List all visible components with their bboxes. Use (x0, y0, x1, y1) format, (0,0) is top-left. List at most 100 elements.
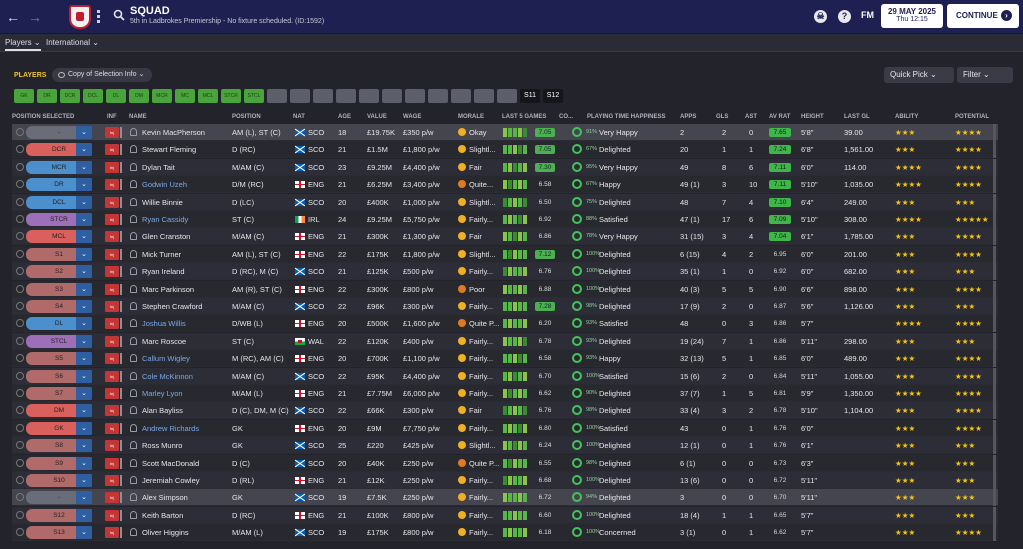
player-name[interactable]: Kevin MacPherson (142, 128, 205, 137)
position-dropdown-icon[interactable]: ⌄ (76, 508, 92, 522)
table-row[interactable]: S9 ⌄ Inj Scott MacDonald D (C) SCO 20 £40K £250 … (12, 454, 998, 472)
skull-icon[interactable]: ☠ (814, 10, 827, 23)
position-selected[interactable]: MCR (26, 160, 92, 174)
position-chip[interactable]: GK (14, 89, 34, 103)
info-badge[interactable]: Inj (105, 509, 119, 521)
player-name[interactable]: Alan Bayliss (142, 406, 183, 416)
column-header[interactable]: INF (107, 114, 117, 120)
row-checkbox[interactable] (16, 267, 24, 276)
position-dropdown-icon[interactable]: ⌄ (76, 387, 92, 400)
position-selected[interactable]: DCR (26, 143, 92, 157)
info-badge[interactable]: Inj (105, 214, 119, 225)
position-selected[interactable]: DR (26, 178, 92, 192)
position-selected[interactable]: STCL (26, 334, 92, 348)
position-dropdown-icon[interactable]: ⌄ (76, 300, 92, 313)
player-name[interactable]: Godwin Uzeh (142, 180, 188, 190)
row-checkbox[interactable] (16, 354, 24, 363)
row-checkbox[interactable] (16, 319, 24, 328)
info-badge[interactable]: Inj (105, 266, 119, 278)
position-chip[interactable]: DM (129, 89, 149, 103)
player-name[interactable]: Ross Munro (142, 441, 183, 451)
column-header[interactable]: LAST GL (844, 114, 870, 120)
position-selected[interactable]: S1 (26, 247, 92, 261)
column-header[interactable]: WAGE (403, 114, 422, 120)
help-icon[interactable]: ? (838, 10, 851, 23)
position-chip[interactable] (382, 89, 402, 103)
row-checkbox[interactable] (16, 493, 24, 502)
row-checkbox[interactable] (16, 197, 24, 206)
menu-dots-icon[interactable] (97, 8, 105, 26)
info-badge[interactable]: Inj (105, 196, 119, 208)
position-dropdown-icon[interactable]: ⌄ (76, 404, 92, 418)
position-dropdown-icon[interactable]: ⌄ (76, 265, 92, 279)
player-name[interactable]: Mick Turner (142, 249, 182, 259)
table-row[interactable]: S4 ⌄ Inj Stephen Crawford M/AM (C) SCO 22 £96K £… (12, 298, 998, 315)
player-name[interactable]: Stephen Crawford (142, 302, 203, 311)
info-badge[interactable]: Inj (105, 370, 119, 382)
position-dropdown-icon[interactable]: ⌄ (76, 213, 92, 226)
position-chip[interactable]: S11 (520, 89, 540, 103)
position-chip[interactable]: DCR (60, 89, 80, 103)
row-checkbox[interactable] (16, 423, 24, 432)
position-selected[interactable]: MCL (26, 230, 92, 244)
position-chip[interactable]: STCL (244, 89, 264, 103)
player-name[interactable]: Marc Roscoe (142, 336, 187, 346)
row-checkbox[interactable] (16, 371, 24, 380)
position-dropdown-icon[interactable]: ⌄ (76, 160, 92, 174)
column-header[interactable]: POSITION (232, 114, 261, 120)
info-badge[interactable]: Inj (105, 492, 119, 504)
position-dropdown-icon[interactable]: ⌄ (76, 456, 92, 470)
player-name[interactable]: Scott MacDonald (142, 458, 200, 468)
position-dropdown-icon[interactable]: ⌄ (76, 195, 92, 209)
table-row[interactable]: S5 ⌄ Inj Callum Wigley M (RC), AM (C) ENG 20 £7… (12, 350, 998, 368)
column-header[interactable]: NAME (129, 114, 147, 120)
position-dropdown-icon[interactable]: ⌄ (76, 247, 92, 261)
table-row[interactable]: S7 ⌄ Inj Marley Lyon M/AM (L) ENG 21 £7.75M £6,0… (12, 385, 998, 402)
table-row[interactable]: DCL ⌄ Inj Willie Binnie D (LC) SCO 20 £400K £1,0… (12, 193, 998, 211)
position-dropdown-icon[interactable]: ⌄ (76, 143, 92, 157)
position-selected[interactable]: DL (26, 317, 92, 331)
info-badge[interactable]: Inj (105, 405, 119, 417)
player-name[interactable]: Oliver Higgins (142, 528, 189, 538)
position-selected[interactable]: S2 (26, 265, 92, 279)
club-crest-logo[interactable] (69, 5, 91, 29)
position-chip[interactable] (428, 89, 448, 103)
position-dropdown-icon[interactable]: ⌄ (76, 474, 92, 487)
position-chip[interactable] (336, 89, 356, 103)
column-header[interactable]: NAT (293, 114, 305, 120)
table-row[interactable]: - ⌄ Inj Alex Simpson GK SCO 19 £7.5K £250 p/w Fai… (12, 489, 998, 507)
column-header[interactable]: CO... (559, 114, 574, 120)
column-header[interactable]: AST (745, 114, 757, 120)
row-checkbox[interactable] (16, 180, 24, 189)
tab-international[interactable]: International ⌄ (46, 38, 99, 47)
column-header[interactable]: ABILITY (895, 114, 919, 120)
column-header[interactable]: GLS (716, 114, 729, 120)
position-dropdown-icon[interactable]: ⌄ (76, 421, 92, 435)
position-chip[interactable] (313, 89, 333, 103)
table-row[interactable]: S1 ⌄ Inj Mick Turner AM (L), ST (C) ENG 22 £175… (12, 245, 998, 263)
position-chip[interactable] (359, 89, 379, 103)
position-chip[interactable] (451, 89, 471, 103)
position-selected[interactable]: S13 (26, 526, 92, 540)
search-icon[interactable] (113, 9, 125, 21)
column-header[interactable]: AGE (338, 114, 352, 120)
position-chip[interactable]: DL (106, 89, 126, 103)
player-name[interactable]: Callum Wigley (142, 354, 190, 364)
info-badge[interactable]: Inj (105, 144, 119, 156)
position-chip[interactable] (267, 89, 287, 103)
row-checkbox[interactable] (16, 128, 24, 136)
info-badge[interactable]: Inj (105, 527, 119, 539)
table-row[interactable]: MCL ⌄ Inj Glen Cranston M/AM (C) ENG 21 £300K £1… (12, 228, 998, 246)
row-checkbox[interactable] (16, 145, 24, 154)
position-chip[interactable]: MCR (152, 89, 172, 103)
info-badge[interactable]: Inj (105, 475, 119, 486)
table-row[interactable]: STCR ⌄ Inj Ryan Cassidy ST (C) IRL 24 £9.25M £5,… (12, 211, 998, 228)
table-row[interactable]: MCR ⌄ Inj Dylan Tait M/AM (C) SCO 23 £9.25M £4,4… (12, 158, 998, 176)
position-dropdown-icon[interactable]: ⌄ (76, 369, 92, 383)
column-header[interactable]: HEIGHT (801, 114, 824, 120)
row-checkbox[interactable] (16, 389, 24, 397)
position-dropdown-icon[interactable]: ⌄ (76, 126, 92, 139)
column-header[interactable]: APPS (680, 114, 697, 120)
player-name[interactable]: Ryan Cassidy (142, 215, 189, 224)
row-checkbox[interactable] (16, 476, 24, 484)
